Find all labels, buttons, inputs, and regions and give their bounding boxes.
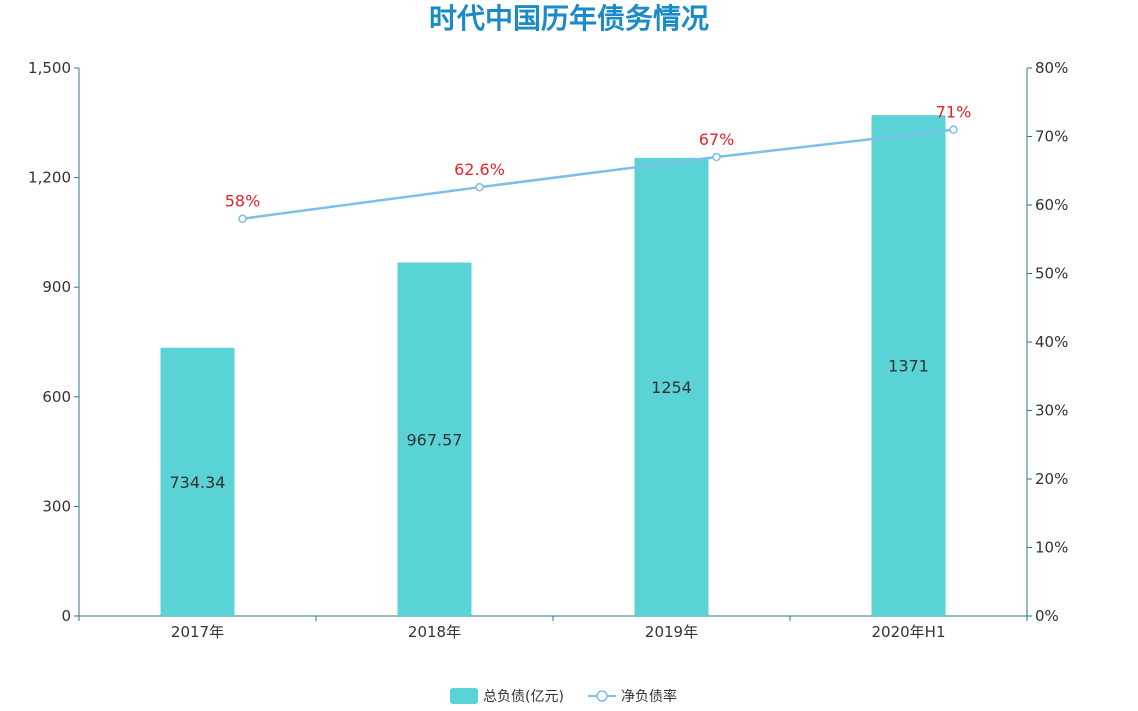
line-data-label: 71%	[936, 103, 972, 122]
x-tick-label: 2020年H1	[872, 623, 946, 641]
bar	[634, 157, 709, 616]
line-path	[242, 128, 954, 220]
bar-data-label: 734.34	[170, 473, 226, 492]
line-point	[238, 214, 247, 223]
y-right-tick-label: 20%	[1035, 470, 1068, 488]
y-right-tick-label: 80%	[1035, 59, 1068, 77]
line-data-label: 58%	[225, 192, 261, 211]
bar-series: 734.34 967.57 1254 1371	[160, 115, 946, 617]
y-right-tick-label: 10%	[1035, 539, 1068, 557]
x-tick-label: 2017年	[171, 623, 224, 641]
line-point	[949, 125, 958, 134]
line-data-label: 67%	[699, 130, 735, 149]
bar-data-label: 967.57	[407, 430, 463, 449]
y-right-tick-label: 30%	[1035, 402, 1068, 420]
y-left-tick-label: 900	[42, 278, 71, 296]
bar-data-label: 1254	[651, 378, 692, 397]
axes: 0 300 600 900 1,200 1,500 0% 10% 20% 30% 40% 50% 60%…	[28, 59, 1068, 641]
legend-line-label: 净负债率	[621, 688, 677, 705]
line-point	[475, 182, 484, 192]
x-tick-label: 2019年	[645, 623, 698, 641]
y-left-tick-label: 1,200	[28, 169, 71, 187]
y-right-tick-label: 50%	[1035, 265, 1068, 283]
chart-title: 时代中国历年债务情况	[429, 2, 709, 35]
y-right-tick-label: 40%	[1035, 333, 1068, 351]
y-left-tick-label: 600	[42, 388, 71, 406]
legend-bar-label: 总负债(亿元)	[483, 689, 564, 705]
y-right-tick-label: 70%	[1035, 128, 1068, 146]
y-left-tick-label: 300	[42, 497, 71, 515]
y-left-tick-label: 1,500	[28, 59, 71, 77]
bar-data-label: 1371	[888, 357, 929, 376]
bar	[397, 262, 472, 616]
line-data-label: 62.6%	[454, 160, 505, 179]
line-series: 58% 62.6% 67% 71%	[225, 103, 972, 223]
legend-line-marker	[596, 690, 608, 702]
legend: 总负债(亿元) 净负债率	[450, 688, 677, 705]
bar	[160, 347, 235, 616]
y-left-tick-label: 0	[61, 607, 71, 625]
bar	[871, 115, 946, 617]
legend-bar-swatch	[450, 688, 478, 704]
line-point	[712, 152, 721, 162]
x-tick-label: 2018年	[408, 623, 461, 641]
y-right-tick-label: 60%	[1035, 196, 1068, 214]
y-right-tick-label: 0%	[1035, 607, 1059, 625]
